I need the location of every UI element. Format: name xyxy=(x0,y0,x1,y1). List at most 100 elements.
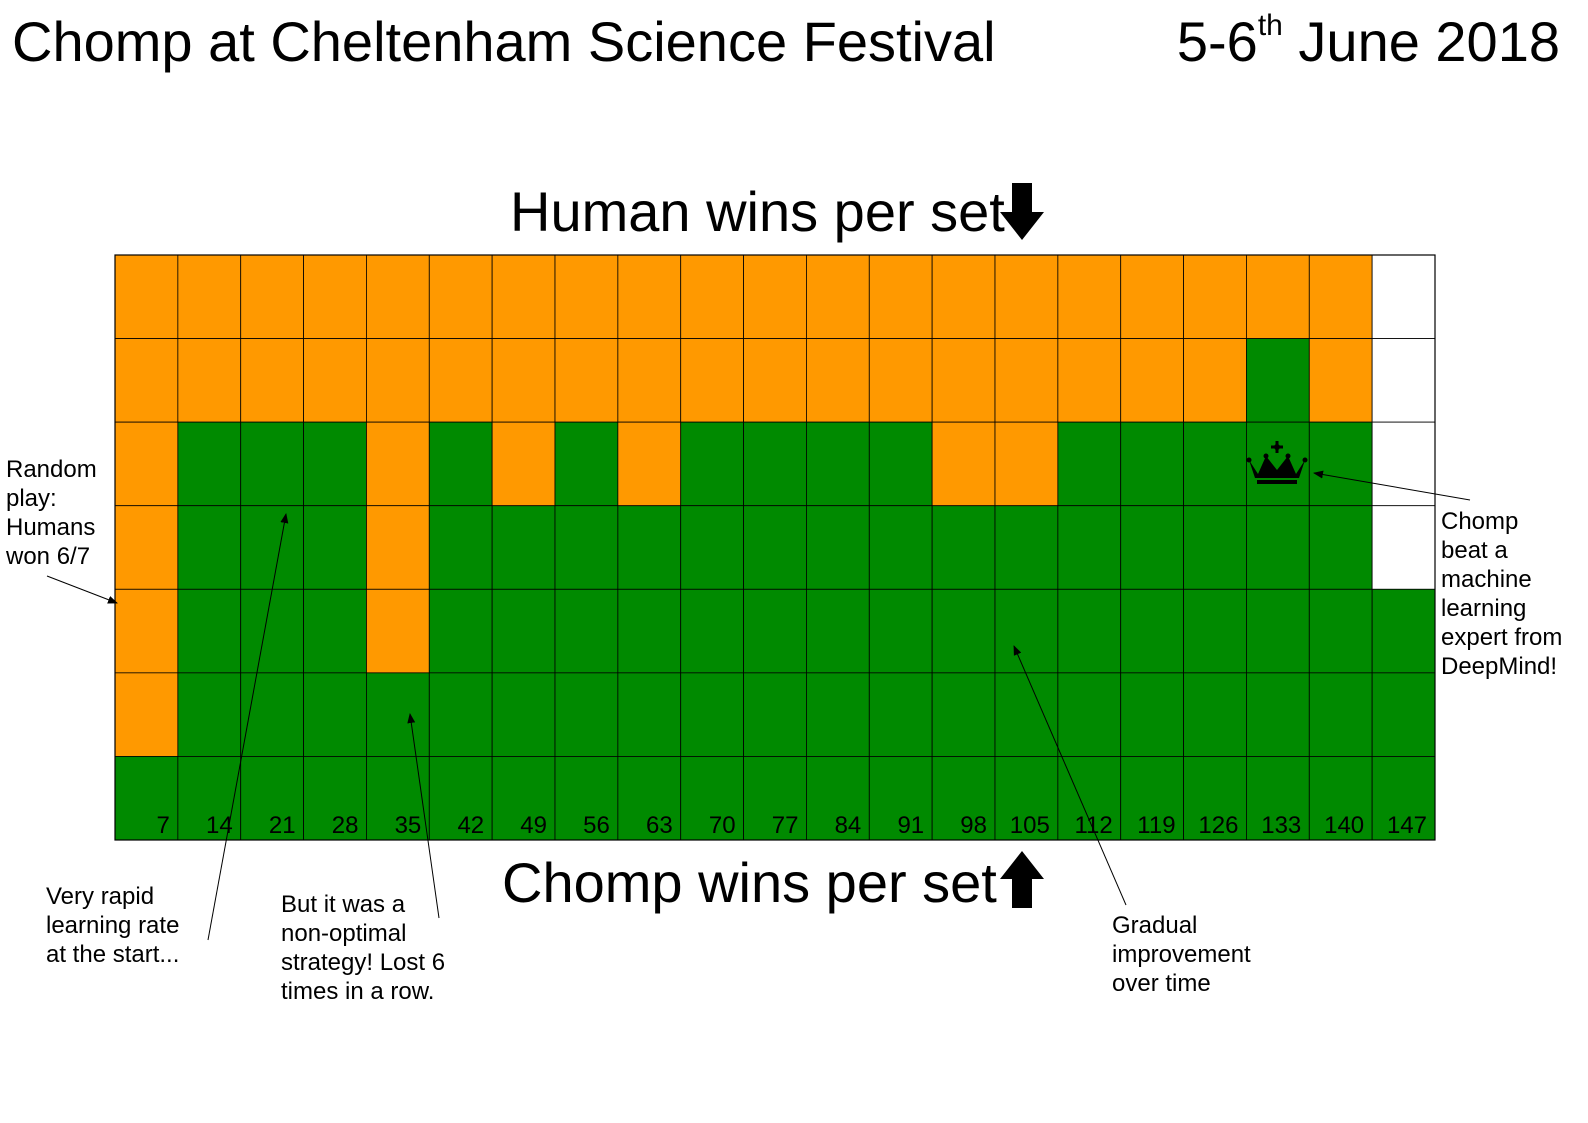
note-line: learning rate xyxy=(46,912,180,939)
cell-unplayed xyxy=(1371,505,1436,590)
cell-human-win xyxy=(491,254,556,339)
cell-unplayed xyxy=(1371,421,1436,507)
cell-human-win xyxy=(114,338,179,423)
note-line: strategy! Lost 6 xyxy=(281,949,446,976)
cell-chomp-win xyxy=(114,756,179,841)
cell-human-win xyxy=(366,338,430,423)
tick-label: 133 xyxy=(1261,812,1301,839)
cell-human-win xyxy=(1308,338,1373,423)
cell-human-win xyxy=(1246,254,1310,339)
cell-chomp-win xyxy=(428,756,493,841)
tick-label: 28 xyxy=(332,812,359,839)
bottom-axis-label: Chomp wins per set xyxy=(502,851,997,914)
cell-chomp-win xyxy=(617,588,682,674)
tick-label: 63 xyxy=(646,812,673,839)
cell-chomp-win xyxy=(491,588,556,674)
cell-chomp-win xyxy=(554,588,619,674)
cell-unplayed xyxy=(1371,338,1436,423)
down-arrow-icon xyxy=(1000,183,1044,240)
note-line: improvement xyxy=(1112,941,1251,968)
cell-chomp-win xyxy=(1246,338,1310,423)
cell-chomp-win xyxy=(743,505,807,590)
cell-chomp-win xyxy=(303,505,367,590)
tick-label: 140 xyxy=(1324,812,1364,839)
tick-label: 56 xyxy=(583,812,610,839)
cell-chomp-win xyxy=(240,505,304,590)
tick-label: 70 xyxy=(709,812,736,839)
cell-chomp-win xyxy=(1120,756,1184,841)
tick-label: 126 xyxy=(1198,812,1238,839)
cell-human-win xyxy=(114,672,179,757)
cell-chomp-win xyxy=(1057,756,1122,841)
cell-chomp-win xyxy=(554,672,619,757)
cell-human-win xyxy=(428,338,493,423)
arrow-rapid-learning xyxy=(207,513,289,941)
cell-chomp-win xyxy=(1308,756,1373,841)
tick-label: 112 xyxy=(1074,812,1112,839)
tick-label: 91 xyxy=(897,812,924,839)
note-line: over time xyxy=(1112,970,1211,997)
arrow-deepmind xyxy=(1313,470,1471,501)
date-prefix: 5-6 xyxy=(1176,10,1258,73)
tick-label: 98 xyxy=(960,812,987,839)
date-superscript: th xyxy=(1257,9,1283,42)
cell-human-win xyxy=(554,338,619,423)
cell-human-win xyxy=(931,338,996,423)
cell-chomp-win xyxy=(1183,756,1247,841)
cell-unplayed xyxy=(1371,254,1436,339)
cell-chomp-win xyxy=(428,672,493,757)
cell-chomp-win xyxy=(1371,588,1436,674)
up-arrow-icon xyxy=(1000,851,1044,908)
tick-label: 35 xyxy=(395,812,422,839)
cell-chomp-win xyxy=(680,588,744,674)
cell-human-win xyxy=(680,338,744,423)
cell-chomp-win xyxy=(240,421,304,507)
note-line: beat a xyxy=(1441,537,1508,564)
note-line: DeepMind! xyxy=(1441,653,1558,680)
cell-human-win xyxy=(114,254,179,339)
page-title: Chomp at Cheltenham Science Festival xyxy=(12,10,996,73)
note-line: Gradual xyxy=(1112,912,1198,939)
arrow-gradual xyxy=(1013,645,1127,906)
cell-human-win xyxy=(1120,254,1184,339)
cell-chomp-win xyxy=(743,672,807,757)
cell-chomp-win xyxy=(428,421,493,507)
cell-chomp-win xyxy=(428,505,493,590)
cell-chomp-win xyxy=(1183,421,1247,507)
cell-human-win xyxy=(1308,254,1373,339)
cell-chomp-win xyxy=(1057,505,1122,590)
cell-human-win xyxy=(931,254,996,339)
cell-chomp-win xyxy=(1246,505,1310,590)
cell-chomp-win xyxy=(680,505,744,590)
cell-human-win xyxy=(366,254,430,339)
note-line: at the start... xyxy=(46,941,180,968)
cell-human-win xyxy=(366,505,430,590)
cell-chomp-win xyxy=(428,588,493,674)
cell-chomp-win xyxy=(1057,588,1122,674)
cell-chomp-win xyxy=(931,505,996,590)
date-suffix: June 2018 xyxy=(1282,10,1560,73)
cell-chomp-win xyxy=(868,672,933,757)
cell-chomp-win xyxy=(994,672,1059,757)
cell-chomp-win xyxy=(1371,756,1436,841)
note-line: play: xyxy=(6,485,57,512)
cell-human-win xyxy=(177,338,242,423)
cell-chomp-win xyxy=(240,756,304,841)
cell-chomp-win xyxy=(931,588,996,674)
cell-human-win xyxy=(743,254,807,339)
cell-human-win xyxy=(617,254,682,339)
cell-chomp-win xyxy=(1183,672,1247,757)
note-deepmind: Chomp beat a machine learning expert fro… xyxy=(1441,507,1562,681)
note-non-optimal: But it was a non-optimal strategy! Lost … xyxy=(281,890,445,1006)
cell-human-win xyxy=(806,338,870,423)
cell-chomp-win xyxy=(554,756,619,841)
cell-human-win xyxy=(1120,338,1184,423)
cell-human-win xyxy=(114,505,179,590)
top-axis-label: Human wins per set xyxy=(510,180,1005,243)
cell-human-win xyxy=(491,338,556,423)
cell-human-win xyxy=(177,254,242,339)
cell-chomp-win xyxy=(1120,588,1184,674)
cell-chomp-win xyxy=(1308,588,1373,674)
cell-human-win xyxy=(806,254,870,339)
cell-chomp-win xyxy=(680,756,744,841)
